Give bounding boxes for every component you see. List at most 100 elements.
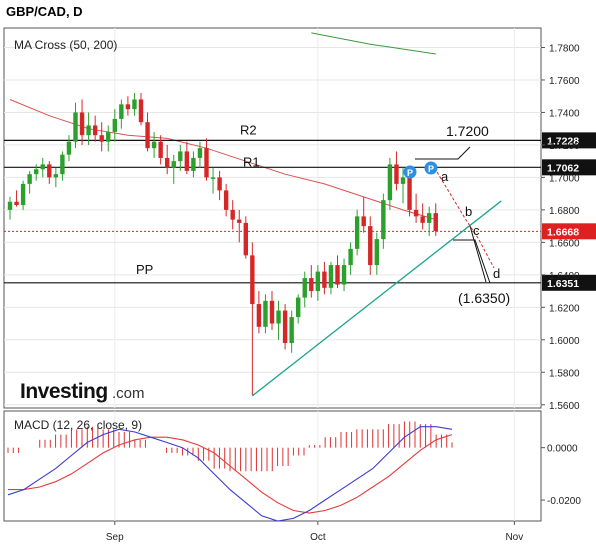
wave-label-d: d	[493, 266, 500, 281]
wave-label-b: b	[465, 204, 472, 219]
trendline-group	[251, 200, 502, 397]
level-price-label: 1.7228	[547, 135, 579, 147]
time-tick-label: Nov	[505, 532, 523, 543]
candle-bear	[243, 222, 248, 256]
price-tick-label: 1.5800	[549, 368, 580, 379]
candle-bull	[132, 99, 137, 110]
candle-bear	[309, 278, 314, 292]
level-price-label: 1.6351	[547, 278, 579, 290]
price-tick-label: 1.7800	[549, 43, 580, 54]
candle-bull	[60, 154, 65, 175]
candle-bear	[204, 148, 209, 178]
candle-bear	[250, 255, 255, 305]
abcd-projection	[436, 171, 495, 269]
candle-bull	[53, 174, 59, 178]
level-name-r1: R1	[243, 154, 260, 169]
candle-bear	[14, 201, 19, 206]
macd-panel: 0.0000 -0.0200	[7, 421, 581, 522]
candle-bear	[368, 226, 373, 266]
price-tick-label: 1.6800	[549, 206, 580, 217]
candle-bull	[112, 118, 117, 132]
current-price-label: 1.6668	[547, 226, 579, 238]
target-pointer-2	[453, 239, 491, 284]
candle-bull	[348, 248, 353, 266]
logo-main: Investing	[20, 380, 108, 403]
candle-bull	[119, 104, 124, 119]
level-name-r2: R2	[240, 122, 257, 137]
price-tick-label: 1.6200	[549, 303, 580, 314]
level-price-tag	[542, 132, 596, 149]
price-tick-label: 1.5600	[549, 401, 580, 412]
price-tick-label: 1.7200	[549, 141, 580, 152]
candle-bear	[269, 300, 275, 324]
candle-bull	[302, 278, 307, 298]
candle-bull	[341, 265, 347, 285]
candle-bear	[230, 209, 235, 220]
candle-bear	[407, 177, 412, 210]
level-name-pp: PP	[136, 262, 153, 277]
candle-bear	[394, 164, 399, 184]
price-axis: 1.7800 1.7600 1.7400 1.7200 1.7000 1.6800 1.66…	[541, 43, 580, 412]
candle-bull	[315, 271, 321, 292]
candle-bull	[151, 141, 157, 149]
wave-label-a: a	[441, 169, 449, 184]
logo-suffix: .com	[112, 385, 145, 402]
candle-bear	[335, 265, 340, 285]
candle-bear	[361, 216, 366, 227]
candle-bear	[138, 99, 144, 123]
ma200-line	[311, 32, 436, 55]
candle-bull	[106, 131, 111, 142]
candle-bear	[158, 141, 163, 158]
macd-line	[7, 426, 453, 522]
candle-bull	[354, 216, 360, 249]
price-tick-label: 1.6600	[549, 238, 580, 249]
candle-bull	[34, 169, 39, 175]
ma-cross-label: MA Cross (50, 200)	[14, 38, 117, 52]
candle-bull	[171, 161, 176, 168]
macd-label: MACD (12, 26, close, 9)	[14, 418, 142, 432]
pivot-marker-label: P	[407, 168, 413, 178]
price-tick-label: 1.7600	[549, 76, 580, 87]
rising-trendline	[251, 200, 502, 397]
current-price-tag	[542, 223, 596, 240]
candle-bear	[413, 209, 419, 217]
level-price-tag	[542, 274, 596, 291]
price-tick-label: 1.6400	[549, 271, 580, 282]
candle-bull	[387, 164, 393, 201]
candle-bear	[99, 135, 104, 142]
candle-bull	[191, 157, 196, 171]
candle-bear	[165, 157, 170, 168]
candle-bear	[223, 190, 229, 210]
candle-bull	[197, 148, 203, 158]
price-panel-frame	[3, 27, 542, 409]
target-pointer-2b	[469, 225, 487, 283]
candle-bear	[47, 164, 52, 178]
candle-bull	[40, 164, 45, 170]
price-tick-label: 1.7400	[549, 108, 580, 119]
candle-bull	[210, 177, 216, 179]
candle-bear	[420, 216, 425, 223]
candle-bear	[79, 112, 85, 136]
candle-bull	[178, 151, 183, 162]
pivot-marker	[403, 165, 417, 179]
candle-bear	[145, 122, 150, 149]
candle-bull	[328, 265, 334, 288]
candle-bull	[427, 213, 432, 223]
time-tick-label: Sep	[106, 532, 124, 543]
candle-bull	[381, 200, 386, 240]
candles	[7, 92, 438, 396]
candle-bear	[92, 125, 98, 136]
pivot-marker	[424, 161, 438, 175]
candle-bull	[7, 201, 13, 210]
time-tick-label: Oct	[310, 532, 326, 543]
target-label-2: (1.6350)	[458, 290, 510, 306]
candle-bear	[217, 177, 222, 191]
investing-logo: Investing .com	[20, 380, 145, 403]
candle-bear	[282, 310, 288, 344]
symbol-title: GBP/CAD, D	[6, 4, 83, 19]
candle-bear	[433, 213, 438, 231]
candle-bull	[73, 112, 78, 142]
level-price-tag	[542, 159, 596, 176]
